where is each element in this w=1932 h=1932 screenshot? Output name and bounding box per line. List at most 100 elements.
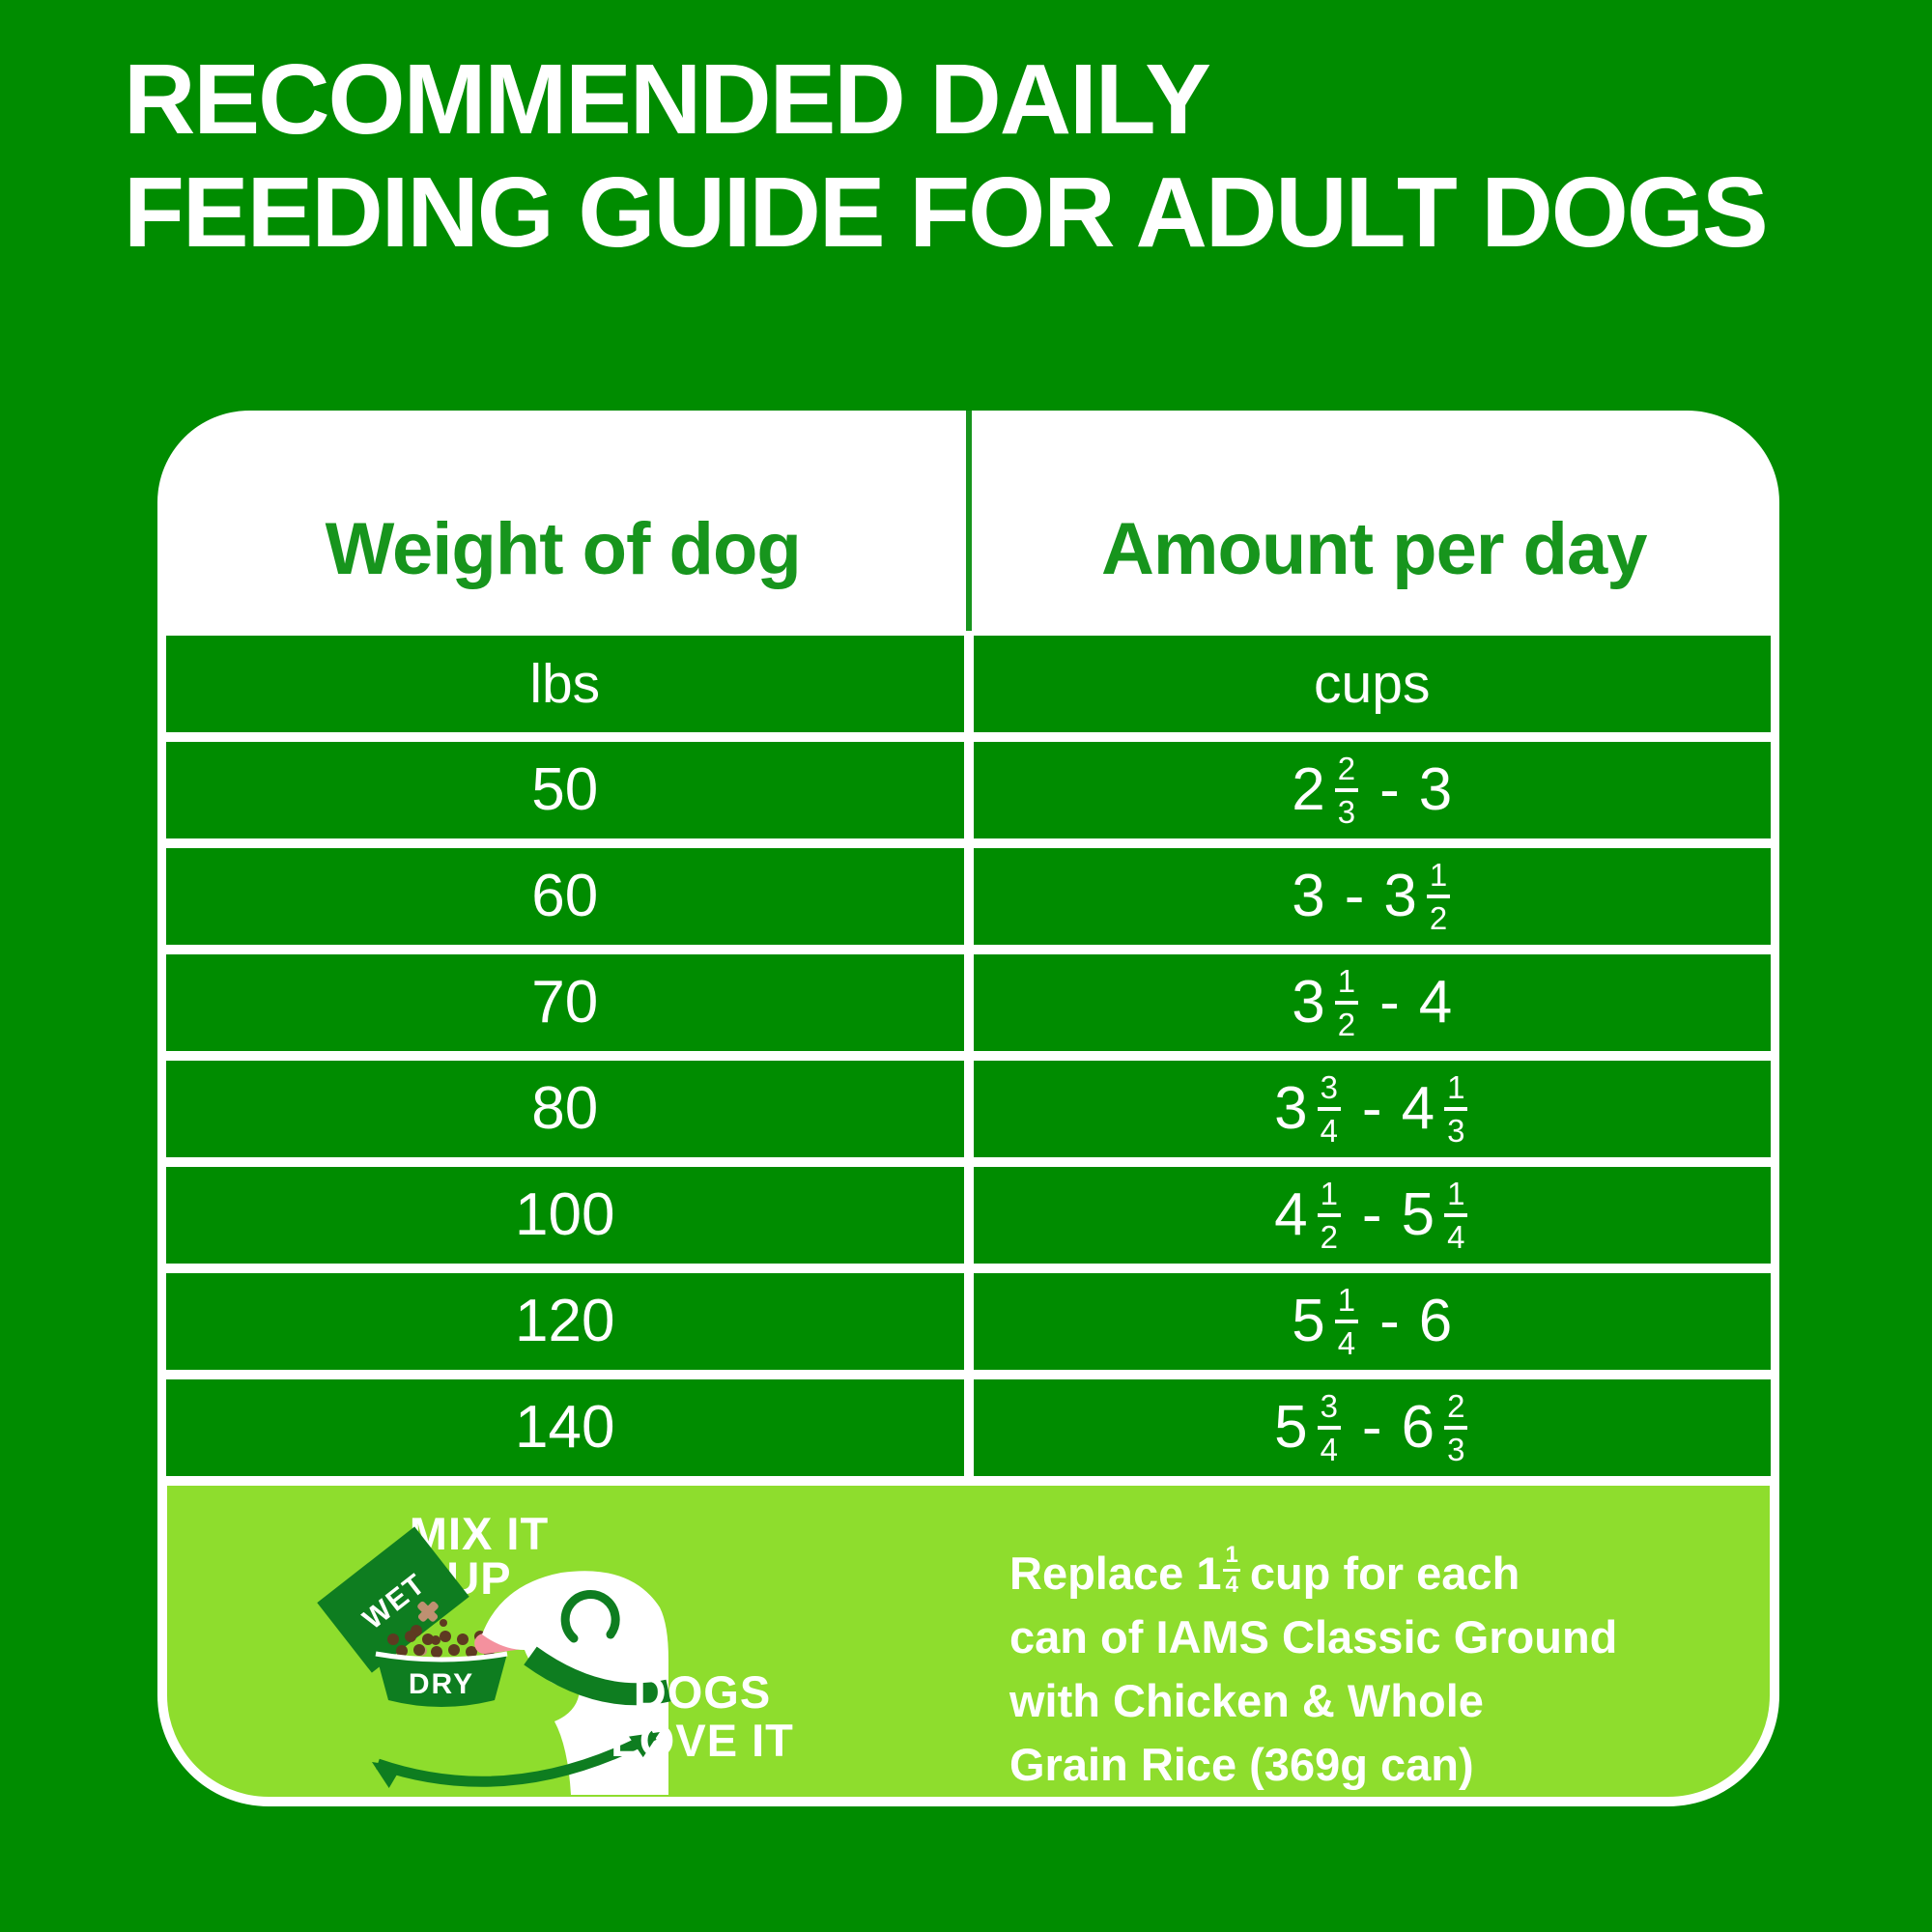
fraction-numerator: 2: [1334, 753, 1359, 792]
dry-label: DRY: [409, 1668, 474, 1700]
fraction-denominator: 2: [1337, 1007, 1356, 1042]
amount-whole: 4: [1418, 969, 1453, 1036]
amount-whole: 6: [1401, 1394, 1435, 1461]
table-row: 140 5 3 4-6 2 3: [166, 1379, 1771, 1476]
weight-value: 70: [531, 969, 599, 1036]
horseshoe-ear-mark: [560, 1589, 620, 1643]
weight-value: 80: [531, 1075, 599, 1142]
note-line-1-prefix: Replace 1: [1009, 1548, 1222, 1599]
table-row: 80 3 3 4-4 1 3: [166, 1061, 1771, 1157]
range-separator: -: [1361, 1394, 1382, 1461]
love-it-label: LOVE IT: [611, 1715, 794, 1766]
table-row: 70 3 1 2-4: [166, 954, 1771, 1051]
amount-whole: 2: [1292, 756, 1325, 823]
fraction-numerator: 1: [1334, 965, 1359, 1005]
weight-cell: lbs: [166, 636, 964, 732]
mix-it-up-footer: MIX IT UP WET: [167, 1486, 1770, 1797]
amount-whole: 3: [1292, 863, 1325, 929]
dog-illustration: [474, 1571, 671, 1795]
amount-whole: 5: [1401, 1181, 1435, 1248]
range-separator: -: [1379, 1288, 1400, 1354]
weight-cell: 70: [166, 954, 964, 1051]
weight-value: 120: [515, 1288, 615, 1354]
amount-whole: 4: [1401, 1075, 1435, 1142]
amount-whole: 3: [1383, 863, 1417, 929]
weight-cell: 100: [166, 1167, 964, 1264]
weight-cell: 120: [166, 1273, 964, 1370]
weight-value: 50: [531, 756, 599, 823]
amount-cell: cups: [973, 636, 1771, 732]
fraction-denominator: 4: [1447, 1219, 1465, 1255]
column-header-amount: Amount per day: [1101, 507, 1647, 590]
range-separator: -: [1361, 1181, 1382, 1248]
range-separator: -: [1361, 1075, 1382, 1142]
fraction-denominator: 3: [1447, 1113, 1465, 1149]
title-line-2: FEEDING GUIDE FOR ADULT DOGS: [124, 156, 1769, 269]
weight-cell: 50: [166, 742, 964, 838]
fraction-numerator: 1: [1444, 1071, 1468, 1111]
feeding-table-panel: Weight of dog Amount per day lbs cups 50 2 2…: [157, 411, 1779, 1806]
wet-food-pouch: WET: [317, 1526, 469, 1673]
amount-whole: 3: [1274, 1075, 1308, 1142]
amount-whole: 3: [1418, 756, 1453, 823]
amount-whole: 5: [1292, 1288, 1325, 1354]
column-divider: [965, 411, 972, 631]
table-row: 100 4 1 2-5 1 4: [166, 1167, 1771, 1264]
range-separator: -: [1379, 756, 1400, 823]
fraction-denominator: 4: [1337, 1325, 1356, 1361]
note-fraction-denominator: 4: [1225, 1571, 1238, 1598]
note-line-3: with Chicken & Whole: [1009, 1675, 1484, 1726]
fraction-denominator: 3: [1337, 794, 1356, 830]
dog-collar: [524, 1646, 671, 1706]
amount-whole: 3: [1292, 969, 1325, 1036]
replacement-note: Replace 1 1 4 cup for each can of IAMS Clas…: [1009, 1542, 1744, 1797]
table-row: lbs cups: [166, 636, 1771, 732]
amount-whole: 5: [1274, 1394, 1308, 1461]
amount-whole: 6: [1418, 1288, 1453, 1354]
fraction-denominator: 4: [1320, 1432, 1338, 1467]
dry-food-bowl: DRY: [375, 1651, 508, 1707]
title-line-1: RECOMMENDED DAILY: [124, 43, 1211, 155]
table-row: 120 5 1 4-6: [166, 1273, 1771, 1370]
table-row: 60 3-3 1 2: [166, 848, 1771, 945]
weight-cell: 140: [166, 1379, 964, 1476]
weight-value: lbs: [529, 652, 601, 715]
fraction-denominator: 2: [1320, 1219, 1338, 1255]
fraction-numerator: 2: [1444, 1390, 1468, 1430]
table-body: lbs cups 50 2 2 3-3 60 3-3 1 2 70 3 1 2-4 80 3 3 4-4 1 3 100…: [166, 636, 1771, 1486]
note-line-1-suffix: cup for each: [1249, 1548, 1520, 1599]
amount-whole: 4: [1274, 1181, 1308, 1248]
fraction-denominator: 3: [1447, 1432, 1465, 1467]
weight-cell: 60: [166, 848, 964, 945]
mix-it-up-graphic: MIX IT UP WET: [317, 1508, 794, 1795]
weight-value: 60: [531, 863, 599, 929]
mix-arrow: [372, 1730, 660, 1789]
note-line-2: can of IAMS Classic Ground: [1009, 1611, 1618, 1662]
dogs-label: DOGS: [634, 1666, 771, 1718]
table-row: 50 2 2 3-3: [166, 742, 1771, 838]
weight-value: 100: [515, 1181, 615, 1248]
fraction-numerator: 3: [1317, 1390, 1341, 1430]
note-line-4: Grain Rice (369g can): [1009, 1739, 1474, 1790]
fraction-denominator: 4: [1320, 1113, 1338, 1149]
fraction-numerator: 1: [1444, 1178, 1468, 1217]
fraction-denominator: 2: [1429, 900, 1448, 936]
fraction-numerator: 3: [1317, 1071, 1341, 1111]
amount-whole: cups: [1314, 652, 1431, 715]
